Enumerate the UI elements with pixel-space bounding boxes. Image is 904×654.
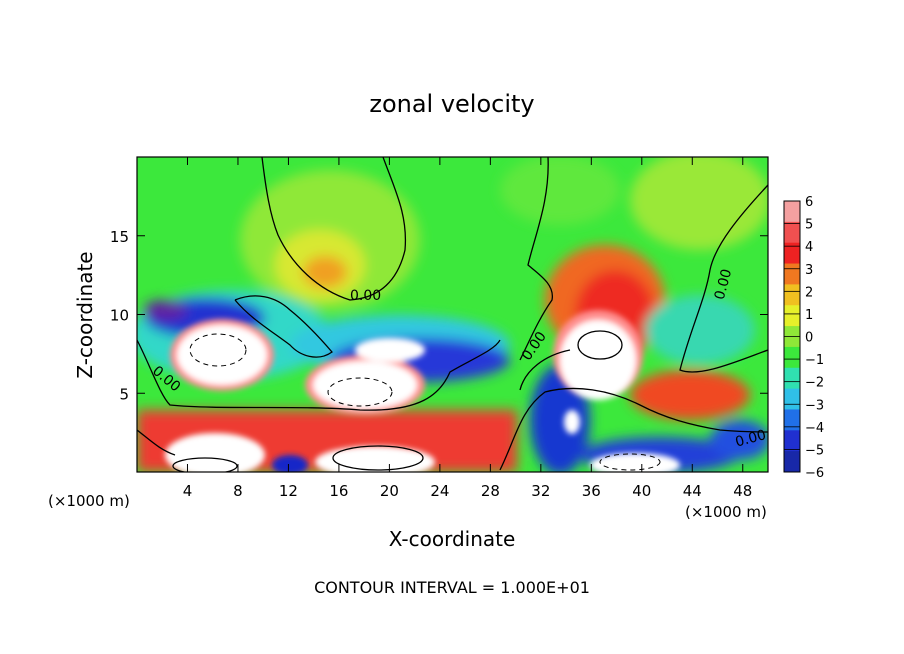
colorbar-tick-label: −2 — [805, 376, 824, 391]
y-unit-label: (×1000 m) — [48, 492, 130, 510]
y-tick-label: 5 — [119, 385, 129, 403]
colorbar-tick-label: 3 — [805, 263, 813, 278]
contour-label: 0.00 — [734, 427, 768, 451]
x-axis-label: X-coordinate — [389, 527, 516, 551]
x-tick-label: 20 — [380, 482, 399, 500]
colorbar-tick-label: −3 — [805, 398, 824, 413]
colorbar-segment — [784, 305, 800, 327]
x-tick-label: 36 — [582, 482, 601, 500]
x-tick-label: 24 — [430, 482, 449, 500]
contour-label: 0.00 — [712, 267, 736, 301]
colorbar-segment — [784, 221, 800, 244]
colorbar: 6 5 4 3 2 1 0 −1 −2 −3 −4 −5 −6 — [783, 195, 824, 481]
heatmap-field — [137, 157, 768, 472]
colorbar-segment — [784, 367, 800, 390]
x-unit-label: (×1000 m) — [685, 503, 767, 521]
colorbar-segment — [784, 284, 800, 306]
colorbar-segment — [784, 430, 800, 452]
x-tick-label: 8 — [233, 482, 243, 500]
colorbar-tick-label: −1 — [805, 353, 824, 368]
x-tick-label: 12 — [279, 482, 298, 500]
colorbar-tick-label: 1 — [805, 308, 813, 323]
y-tick-label: 10 — [110, 307, 129, 325]
colorbar-segment — [784, 263, 800, 285]
x-tick-label: 32 — [531, 482, 550, 500]
contour-interval-note: CONTOUR INTERVAL = 1.000E+01 — [314, 578, 590, 597]
y-axis: 5 10 15 — [110, 228, 768, 403]
x-tick-label: 44 — [683, 482, 702, 500]
colorbar-segment — [784, 388, 800, 410]
colorbar-tick-label: 4 — [805, 240, 813, 255]
chart-title: zonal velocity — [369, 90, 534, 118]
x-tick-label: 4 — [183, 482, 193, 500]
colorbar-segment — [784, 346, 800, 369]
x-tick-label: 28 — [481, 482, 500, 500]
colorbar-segment — [784, 409, 800, 431]
colorbar-tick-label: −5 — [805, 443, 824, 458]
y-axis-label: Z-coordinate — [73, 251, 97, 378]
x-axis: 4 8 12 16 20 24 28 32 36 40 44 48 — [183, 157, 752, 500]
x-tick-label: 40 — [632, 482, 651, 500]
x-tick-label: 16 — [329, 482, 348, 500]
colorbar-tick-label: −4 — [805, 421, 824, 436]
y-tick-label: 15 — [110, 228, 129, 246]
colorbar-tick-label: −6 — [805, 466, 824, 481]
colorbar-segment — [784, 451, 800, 473]
colorbar-tick-label: 5 — [805, 218, 813, 233]
colorbar-tick-label: 0 — [805, 331, 813, 346]
colorbar-tick-label: 2 — [805, 285, 813, 300]
colorbar-segment — [784, 201, 800, 223]
colorbar-segment — [784, 242, 800, 265]
colorbar-tick-label: 6 — [805, 195, 813, 210]
contour-label: 0.00 — [350, 288, 381, 304]
x-tick-label: 48 — [733, 482, 752, 500]
